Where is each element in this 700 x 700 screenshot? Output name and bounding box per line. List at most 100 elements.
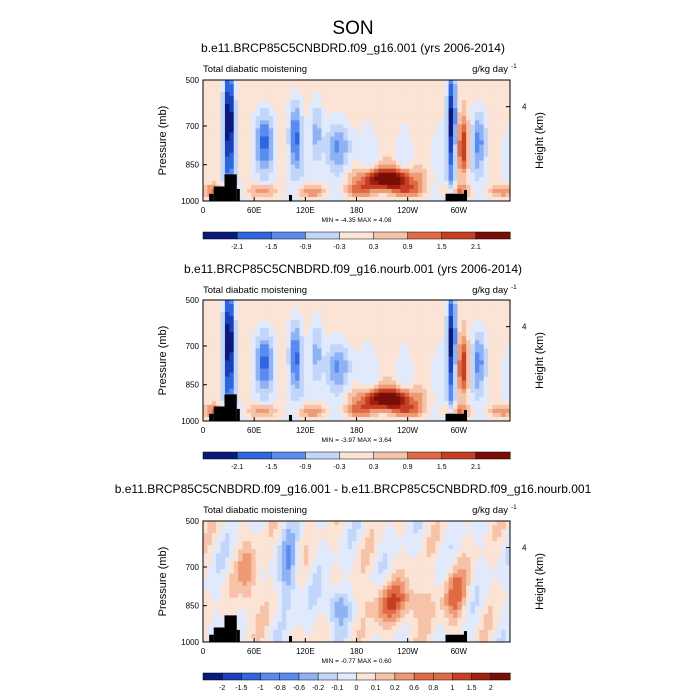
heatmap-cell	[220, 176, 226, 182]
heatmap-cell	[268, 521, 274, 526]
heatmap-cell	[422, 533, 428, 538]
heatmap-cell	[409, 308, 414, 313]
heatmap-cell	[303, 180, 309, 186]
heatmap-cell	[466, 108, 471, 113]
heatmap-cell	[290, 368, 296, 373]
heatmap-cell	[255, 348, 261, 353]
heatmap-cell	[233, 168, 239, 174]
heatmap-cell	[299, 352, 305, 357]
heatmap-cell	[347, 84, 353, 89]
heatmap-cell	[238, 529, 243, 534]
heatmap-cell	[505, 100, 511, 105]
heatmap-cell	[338, 88, 344, 93]
heatmap-cell	[207, 372, 213, 378]
heatmap-cell	[444, 324, 449, 329]
y2-tick-label: 4	[522, 323, 527, 332]
heatmap-cell	[260, 352, 265, 357]
heatmap-cell	[295, 172, 300, 178]
heatmap-cell	[255, 132, 261, 137]
heatmap-cell	[290, 549, 296, 554]
heatmap-cell	[492, 140, 498, 145]
heatmap-cell	[417, 96, 423, 101]
heatmap-cell	[251, 96, 257, 101]
heatmap-cell	[255, 160, 261, 166]
heatmap-cell	[466, 116, 471, 121]
heatmap-cell	[496, 144, 502, 149]
heatmap-cell	[369, 108, 375, 113]
heatmap-cell	[356, 412, 362, 418]
heatmap-cell	[255, 320, 261, 325]
heatmap-cell	[404, 84, 410, 89]
heatmap-cell	[264, 132, 270, 137]
heatmap-cell	[216, 553, 221, 558]
heatmap-cell	[356, 116, 362, 121]
heatmap-cell	[391, 152, 397, 158]
heatmap-cell	[501, 396, 507, 402]
heatmap-cell	[277, 324, 283, 329]
heatmap-cell	[439, 529, 445, 534]
heatmap-cell	[439, 364, 445, 369]
heatmap-cell	[233, 120, 239, 125]
heatmap-cell	[238, 537, 243, 542]
heatmap-cell	[229, 344, 235, 349]
heatmap-cell	[479, 529, 485, 534]
heatmap-cell	[382, 541, 388, 546]
colorbar-bin	[270, 231, 306, 240]
heatmap-cell	[317, 525, 322, 530]
heatmap-cell	[505, 541, 511, 546]
heatmap-cell	[378, 372, 384, 378]
heatmap-cell	[382, 356, 388, 361]
heatmap-cell	[273, 144, 278, 149]
heatmap-cell	[501, 336, 507, 341]
heatmap-cell	[496, 549, 502, 554]
heatmap-cell	[281, 541, 287, 546]
heatmap-cell	[299, 88, 305, 93]
heatmap-cell	[211, 360, 217, 365]
heatmap-cell	[492, 116, 498, 121]
heatmap-cell	[360, 340, 366, 345]
heatmap-cell	[268, 340, 274, 345]
heatmap-cell	[496, 180, 502, 186]
heatmap-cell	[466, 553, 471, 558]
heatmap-cell	[264, 344, 270, 349]
heatmap-cell	[391, 100, 397, 105]
heatmap-cell	[492, 344, 498, 349]
heatmap-cell	[466, 320, 471, 325]
heatmap-cell	[439, 140, 445, 145]
heatmap-cell	[483, 164, 489, 170]
heatmap-cell	[474, 392, 480, 398]
heatmap-cell	[382, 92, 388, 97]
heatmap-cell	[308, 84, 314, 89]
heatmap-cell	[277, 388, 283, 394]
heatmap-cell	[457, 108, 463, 113]
heatmap-cell	[238, 380, 243, 386]
heatmap-cell	[409, 184, 414, 190]
heatmap-cell	[224, 304, 230, 309]
heatmap-cell	[277, 529, 283, 534]
heatmap-cell	[242, 332, 248, 337]
heatmap-cell	[360, 332, 366, 337]
heatmap-cell	[448, 380, 454, 386]
heatmap-cell	[365, 124, 371, 129]
heatmap-cell	[238, 80, 243, 85]
heatmap-cell	[312, 188, 318, 194]
heatmap-cell	[360, 196, 366, 202]
heatmap-cell	[466, 392, 471, 398]
heatmap-cell	[417, 124, 423, 129]
heatmap-cell	[352, 396, 357, 402]
heatmap-cell	[242, 300, 248, 305]
heatmap-cell	[488, 380, 493, 386]
heatmap-cell	[431, 360, 436, 365]
heatmap-cell	[422, 404, 428, 410]
heatmap-cell	[400, 332, 406, 337]
heatmap-cell	[479, 533, 485, 538]
heatmap-cell	[400, 340, 406, 345]
heatmap-cell	[488, 152, 493, 158]
heatmap-cell	[295, 92, 300, 97]
heatmap-cell	[474, 356, 480, 361]
heatmap-cell	[391, 525, 397, 530]
heatmap-cell	[409, 360, 414, 365]
heatmap-cell	[238, 188, 243, 194]
heatmap-cell	[268, 545, 274, 550]
heatmap-cell	[268, 140, 274, 145]
